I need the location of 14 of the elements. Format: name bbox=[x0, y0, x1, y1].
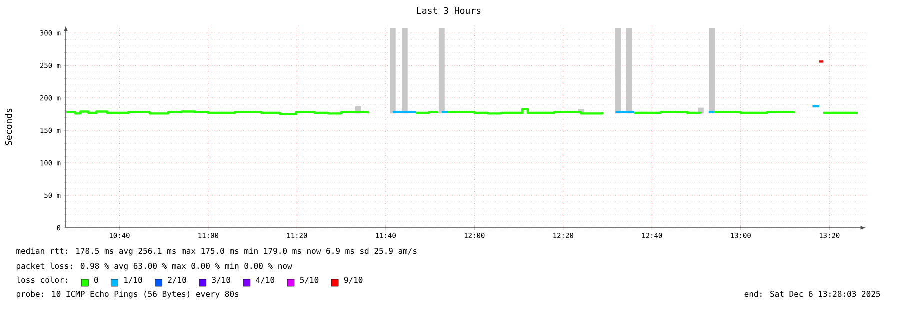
text: end: Sat Dec 6 13:28:03 2025 bbox=[744, 290, 880, 298]
legend-label: 2/10 bbox=[168, 277, 186, 284]
legend-label: 4/10 bbox=[256, 277, 275, 284]
legend-label: 3/10 bbox=[212, 277, 230, 284]
legend-label: 5/10 bbox=[300, 277, 319, 284]
text: packet loss: 0.98 % avg 63.00 % max 0.00 % min 0.00 % now bbox=[16, 262, 292, 271]
text: probe: 10 ICMP Echo Pings (56 Bytes) every 80s bbox=[16, 290, 239, 299]
legend-label: 1/10 bbox=[124, 277, 142, 284]
chart-title: Last 3 Hours bbox=[417, 7, 481, 14]
y-axis-title: Seconds bbox=[5, 108, 12, 146]
legend-label: 0 bbox=[94, 277, 98, 284]
legend-label: 9/10 bbox=[344, 277, 363, 284]
text: median rtt: 178.5 ms avg 256.1 ms max 175.0 ms min 179.0 ms now 6.9 ms sd 25.9 am/s bbox=[16, 248, 417, 256]
legend-title: loss color: bbox=[16, 276, 68, 284]
